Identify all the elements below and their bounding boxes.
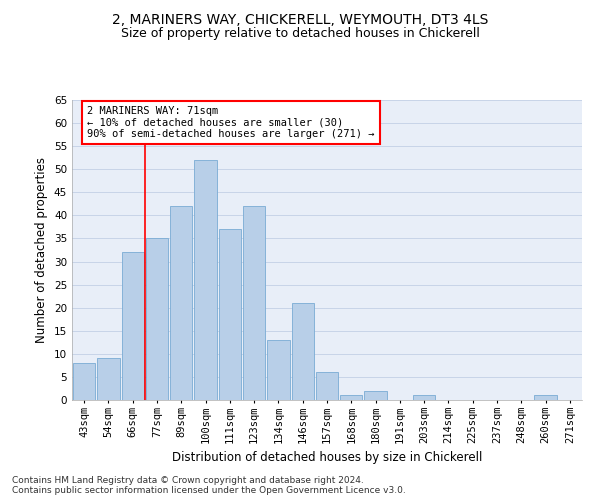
Bar <box>146 238 168 400</box>
Text: Size of property relative to detached houses in Chickerell: Size of property relative to detached ho… <box>121 28 479 40</box>
Bar <box>97 358 119 400</box>
Bar <box>535 396 557 400</box>
Bar <box>218 229 241 400</box>
Bar <box>122 252 144 400</box>
Bar <box>413 396 436 400</box>
Bar <box>292 303 314 400</box>
Text: Contains public sector information licensed under the Open Government Licence v3: Contains public sector information licen… <box>12 486 406 495</box>
Bar <box>73 363 95 400</box>
Bar <box>194 160 217 400</box>
Bar <box>170 206 193 400</box>
Text: Contains HM Land Registry data © Crown copyright and database right 2024.: Contains HM Land Registry data © Crown c… <box>12 476 364 485</box>
Bar <box>316 372 338 400</box>
Y-axis label: Number of detached properties: Number of detached properties <box>35 157 49 343</box>
Text: 2, MARINERS WAY, CHICKERELL, WEYMOUTH, DT3 4LS: 2, MARINERS WAY, CHICKERELL, WEYMOUTH, D… <box>112 12 488 26</box>
Bar <box>340 396 362 400</box>
Bar <box>364 391 387 400</box>
X-axis label: Distribution of detached houses by size in Chickerell: Distribution of detached houses by size … <box>172 452 482 464</box>
Text: 2 MARINERS WAY: 71sqm
← 10% of detached houses are smaller (30)
90% of semi-deta: 2 MARINERS WAY: 71sqm ← 10% of detached … <box>88 106 375 139</box>
Bar <box>267 340 290 400</box>
Bar <box>243 206 265 400</box>
